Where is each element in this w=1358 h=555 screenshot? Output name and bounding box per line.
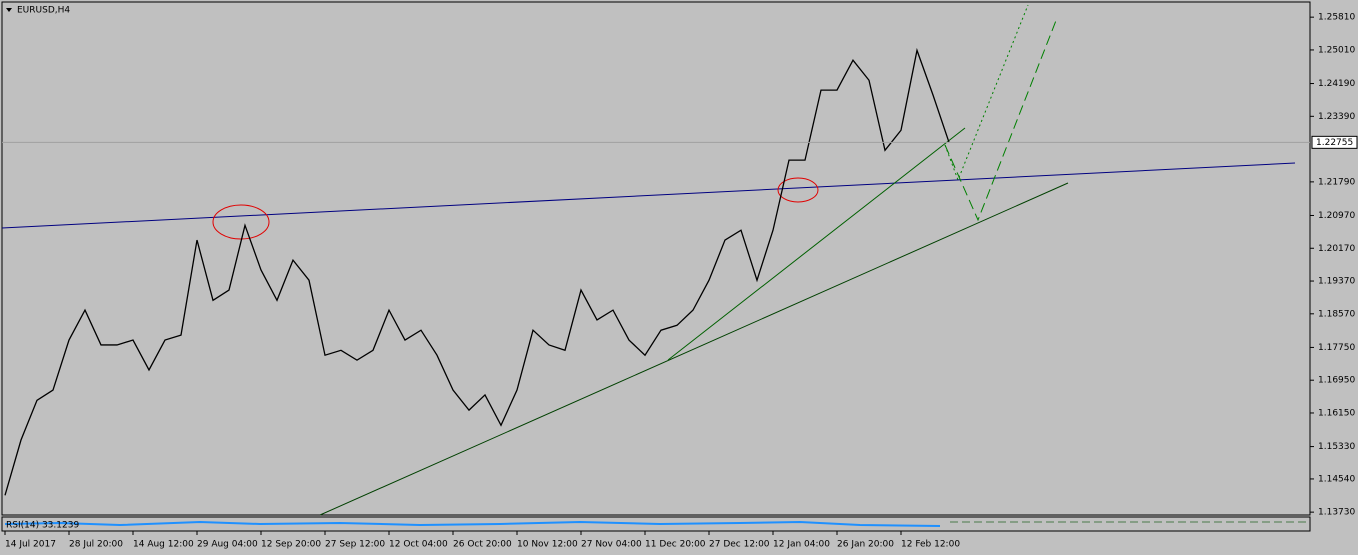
y-tick-label: 1.14540: [1318, 474, 1355, 484]
current-price-label: 1.22755: [1316, 138, 1353, 148]
y-tick-label: 1.16150: [1318, 408, 1355, 418]
y-tick-label: 1.21790: [1318, 177, 1355, 187]
x-tick-label: 12 Jan 04:00: [773, 540, 830, 550]
y-tick-label: 1.24190: [1318, 79, 1355, 89]
x-tick-label: 27 Dec 12:00: [709, 540, 770, 550]
y-tick-label: 1.20970: [1318, 211, 1355, 221]
y-tick-label: 1.23390: [1318, 112, 1355, 122]
x-tick-label: 12 Oct 04:00: [389, 540, 448, 550]
x-tick-label: 12 Feb 12:00: [901, 540, 960, 550]
x-tick-label: 27 Sep 12:00: [325, 540, 385, 550]
rsi-line: [4, 520, 941, 527]
ellipse: [777, 177, 819, 203]
y-tick-label: 1.20170: [1318, 244, 1355, 254]
x-tick-label: 10 Nov 12:00: [517, 540, 578, 550]
y-tick-label: 1.25010: [1318, 45, 1355, 55]
plot-frame: [1, 1, 1311, 516]
current-price-box: [1311, 135, 1358, 149]
indicator-label: RSI(14) 33.1239: [6, 521, 79, 531]
x-tick-label: 11 Dec 20:00: [645, 540, 706, 550]
trendline: [1, 162, 1296, 229]
x-tick-label: 14 Jul 2017: [5, 540, 56, 550]
menu-arrow: [6, 8, 12, 12]
y-tick-label: 1.16950: [1318, 376, 1355, 386]
projection: [944, 17, 1058, 222]
price-line: [4, 47, 950, 496]
trendline: [667, 127, 966, 361]
trendline: [319, 182, 1069, 516]
x-tick-label: 26 Jan 20:00: [837, 540, 894, 550]
x-tick-label: 27 Nov 04:00: [581, 540, 642, 550]
y-tick-label: 1.17750: [1318, 343, 1355, 353]
x-tick-label: 29 Aug 04:00: [197, 540, 258, 550]
y-tick-label: 1.19370: [1318, 277, 1355, 287]
y-tick-label: 1.18570: [1318, 309, 1355, 319]
x-tick-label: 28 Jul 20:00: [69, 540, 123, 550]
chart-layer: 1.25810 1.25010 1.24190 1.23390 1.21790 1.209…: [2, 13, 1358, 550]
y-tick-label: 1.25810: [1318, 13, 1355, 23]
x-tick-label: 12 Sep 20:00: [261, 540, 321, 550]
y-tick-label: 1.15330: [1318, 442, 1355, 452]
x-tick-label: 26 Oct 20:00: [453, 540, 512, 550]
x-tick-label: 14 Aug 12:00: [133, 540, 194, 550]
chart-title: EURUSD,H4: [17, 6, 70, 16]
y-tick-label: 1.13730: [1318, 508, 1355, 518]
